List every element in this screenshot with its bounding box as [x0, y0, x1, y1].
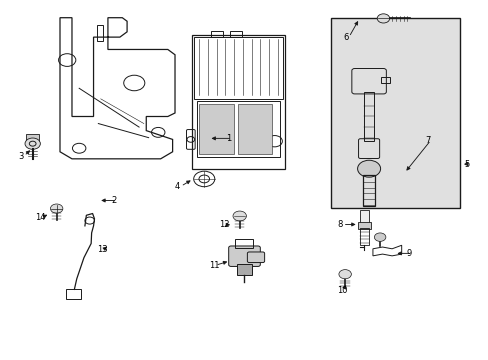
Bar: [237, 264, 251, 275]
Bar: [191, 35, 285, 170]
Text: 12: 12: [219, 220, 229, 229]
Text: 7: 7: [424, 136, 429, 145]
Circle shape: [376, 14, 389, 23]
Text: 2: 2: [111, 196, 116, 205]
Bar: [97, 25, 102, 41]
Text: 3: 3: [18, 152, 23, 161]
Circle shape: [374, 233, 385, 242]
Bar: [357, 222, 370, 229]
Circle shape: [25, 138, 41, 149]
Text: 4: 4: [175, 182, 180, 191]
Bar: [237, 104, 272, 153]
Bar: [194, 37, 282, 99]
Bar: [364, 92, 373, 141]
Bar: [196, 100, 280, 157]
Text: 13: 13: [97, 246, 108, 255]
Bar: [359, 210, 368, 224]
Circle shape: [232, 211, 246, 221]
Circle shape: [50, 204, 63, 213]
Bar: [380, 77, 389, 83]
Bar: [330, 18, 459, 208]
Text: 8: 8: [336, 220, 342, 229]
FancyBboxPatch shape: [247, 252, 264, 262]
Text: 14: 14: [36, 213, 46, 222]
Bar: [210, 31, 223, 37]
Text: 6: 6: [343, 33, 348, 42]
Bar: [359, 228, 368, 244]
Text: 10: 10: [337, 285, 347, 294]
Circle shape: [357, 160, 380, 177]
Bar: [234, 239, 253, 248]
Text: 9: 9: [406, 249, 411, 258]
Text: 1: 1: [226, 134, 231, 143]
Bar: [230, 31, 242, 37]
Text: 11: 11: [209, 261, 220, 270]
Bar: [363, 175, 374, 207]
Circle shape: [338, 270, 351, 279]
Text: 5: 5: [463, 159, 468, 168]
Bar: [199, 104, 233, 153]
Bar: [26, 134, 40, 141]
Bar: [65, 289, 81, 299]
FancyBboxPatch shape: [228, 246, 260, 266]
